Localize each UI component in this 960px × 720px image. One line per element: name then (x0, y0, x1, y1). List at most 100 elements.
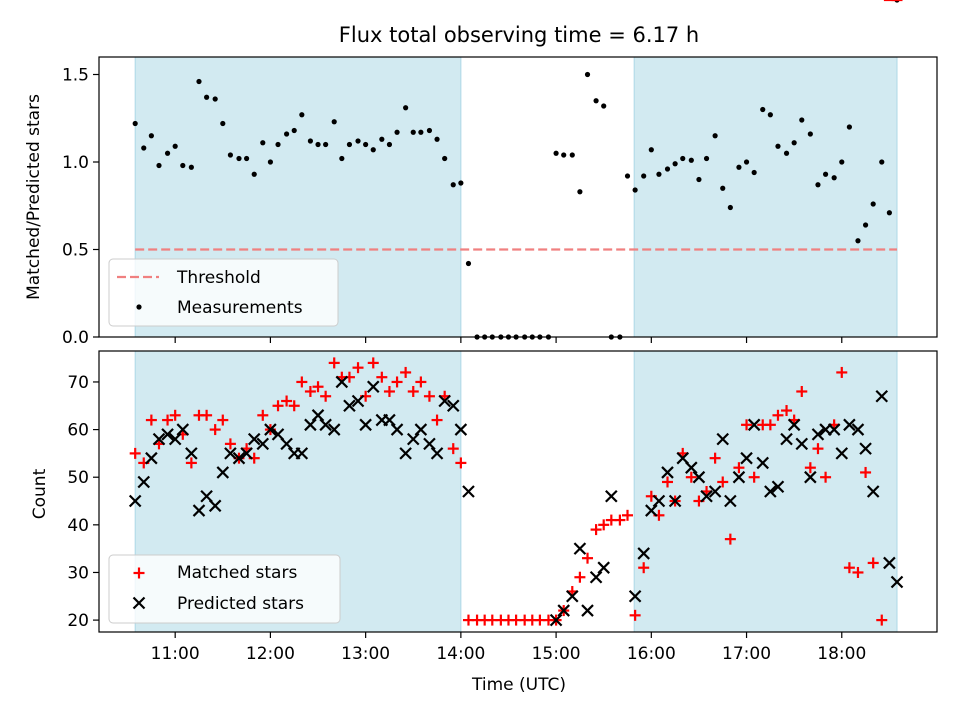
y-tick-label: 30 (67, 563, 89, 583)
matched-star-point (304, 385, 316, 397)
measurement-point (172, 143, 178, 149)
predicted-star-point (232, 451, 246, 465)
measurement-point (267, 159, 274, 165)
top-y-axis-label: Matched/Predicted stars (24, 94, 44, 300)
measurement-point (465, 260, 472, 267)
predicted-star-point (557, 604, 570, 617)
measurement-point (236, 155, 242, 162)
predicted-star-point (581, 604, 594, 617)
measurement-point (879, 159, 885, 165)
predicted-star-point (685, 461, 698, 474)
predicted-star-point (875, 389, 889, 403)
matched-star-point (224, 438, 236, 450)
measurement-point (251, 171, 257, 177)
predicted-star-point (787, 418, 801, 432)
measurement-point (275, 141, 281, 148)
matched-star-point (217, 414, 229, 426)
matched-star-point (852, 566, 864, 578)
predicted-star-point (771, 480, 785, 494)
measurement-point (727, 204, 733, 211)
matched-star-point (662, 476, 674, 488)
observing-window (633, 56, 898, 338)
matched-star-point (781, 405, 793, 417)
measurement-point (410, 129, 416, 135)
predicted-star-point (851, 423, 865, 436)
measurement-point (822, 171, 829, 177)
measurement-point (156, 162, 162, 169)
measurement-point (648, 147, 654, 153)
measurement-point (434, 136, 440, 142)
matched-star-point (638, 562, 650, 574)
x-tick-label: 11:00 (151, 644, 200, 664)
measurement-point (180, 162, 186, 169)
measurement-point (775, 143, 781, 149)
matched-stars-series (129, 0, 903, 626)
measurement-point (212, 96, 218, 102)
matched-star-point (582, 552, 594, 564)
measurement-point (703, 155, 710, 162)
predicted-star-point (795, 437, 809, 451)
predicted-star-point (732, 470, 746, 484)
measurement-point (870, 201, 876, 207)
measurement-point (696, 176, 702, 183)
predicted-star-point (161, 428, 174, 441)
measurement-point (736, 164, 742, 170)
y-tick-label: 1.5 (62, 66, 89, 86)
predicted-star-point (152, 432, 166, 446)
predicted-star-point (700, 489, 713, 503)
count-panel: 20 30 40 50 60 70 11:00 12:00 13:00 14:00 15:00 16… (30, 0, 938, 695)
matched-star-point (867, 557, 879, 569)
measurement-point (688, 157, 694, 163)
predicted-star-point (128, 494, 142, 508)
bottom-legend-box (108, 554, 341, 624)
predicted-star-point (597, 561, 610, 574)
x-tick-label: 15:00 (532, 644, 581, 664)
legend-threshold-label: Threshold (176, 268, 261, 288)
predicted-star-point (185, 447, 198, 460)
predicted-star-point (716, 432, 730, 446)
predicted-star-point (423, 437, 436, 451)
measurement-point (164, 150, 171, 156)
legend-measurements-swatch (136, 304, 142, 310)
predicted-star-point (383, 413, 396, 427)
y-tick-label: 1.0 (62, 153, 89, 173)
top-plot-frame (98, 56, 938, 338)
x-tick-label: 16:00 (627, 644, 676, 664)
predicted-star-point (827, 423, 841, 436)
predicted-star-point (628, 590, 642, 603)
measurement-point (839, 159, 845, 165)
y-tick-label: 20 (67, 611, 89, 631)
predicted-star-point (462, 485, 475, 498)
x-tick-label: 14:00 (436, 644, 485, 664)
measurement-point (569, 152, 575, 158)
y-tick-label: 40 (67, 516, 89, 536)
matched-star-point (296, 376, 308, 388)
y-tick-label: 0.5 (62, 241, 89, 261)
measurement-point (386, 141, 393, 148)
matched-star-point (876, 614, 888, 626)
matched-star-point (455, 457, 467, 469)
matched-star-point (185, 457, 197, 469)
measurement-point (553, 150, 559, 156)
matched-star-point (733, 462, 745, 474)
x-tick-label: 18:00 (817, 644, 866, 664)
predicted-star-point (168, 432, 182, 446)
top-x-ticks (174, 337, 843, 343)
legend-predicted-label: Predicted stars (177, 594, 304, 614)
measurement-point (346, 141, 353, 148)
predicted-star-point (280, 437, 293, 451)
predicted-stars-series (128, 375, 904, 627)
matched-star-point (709, 452, 721, 464)
matched-star-point (129, 447, 141, 459)
predicted-star-point (756, 456, 770, 470)
predicted-star-point (304, 418, 317, 432)
measurement-point (355, 138, 361, 144)
legend-matched-label: Matched stars (177, 563, 297, 583)
predicted-star-point (780, 432, 793, 446)
measurements-series (132, 0, 900, 340)
x-axis-label: Time (UTC) (471, 675, 566, 695)
measurement-point (370, 147, 376, 153)
predicted-star-point (192, 504, 206, 517)
matched-star-point (741, 419, 753, 431)
predicted-star-point (247, 432, 261, 446)
